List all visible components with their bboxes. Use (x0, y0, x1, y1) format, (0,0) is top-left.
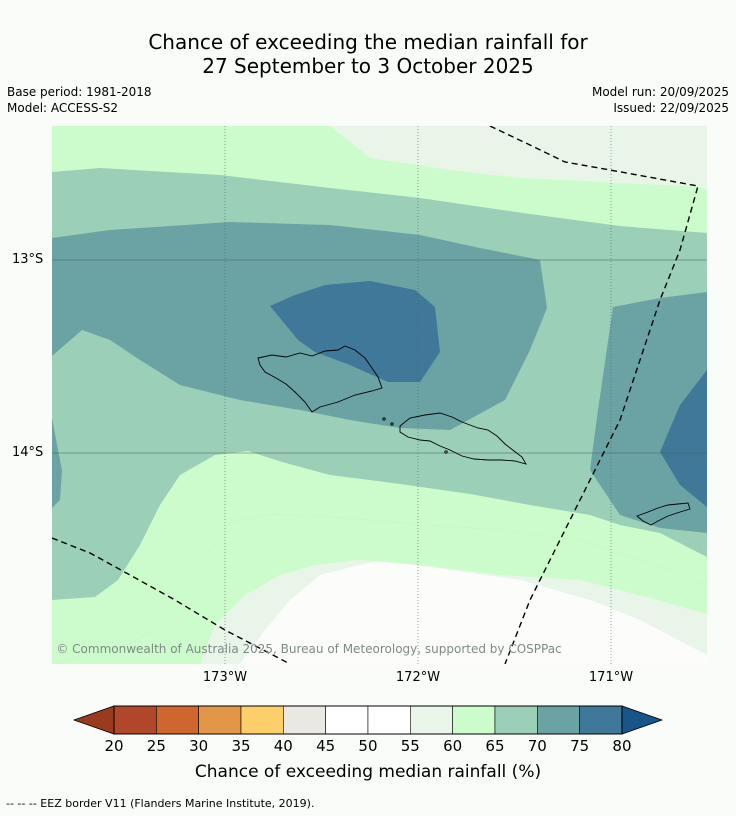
base-period: Base period: 1981-2018 (7, 85, 152, 99)
colorbar-segment (156, 705, 199, 735)
colorbar (72, 705, 664, 735)
savaii-island (257, 345, 383, 413)
title-line-1: Chance of exceeding the median rainfall … (148, 30, 588, 54)
colorbar-segment (240, 705, 284, 735)
eez-border-east (489, 126, 699, 664)
islet (382, 417, 386, 421)
band-60-65-southwest (52, 451, 707, 664)
colorbar-segment (325, 705, 369, 735)
colorbar-tick-label: 50 (358, 737, 378, 755)
colorbar-tick-label: 35 (231, 737, 251, 755)
colorbar-segment (367, 705, 411, 735)
contour-fields (52, 126, 707, 664)
colorbar-tick-label: 80 (612, 737, 632, 755)
eez-border-southwest (52, 537, 291, 664)
colorbar-tick-label: 75 (570, 737, 590, 755)
colorbar-segment (198, 705, 242, 735)
lat-label-13s: 13°S (12, 252, 44, 267)
upolu-island (399, 412, 527, 465)
colorbar-segment (452, 705, 496, 735)
colorbar-segment (579, 705, 623, 735)
colorbar-segment (113, 705, 157, 735)
colorbar-tick-label: 70 (527, 737, 547, 755)
meta-right: Model run: 20/09/2025 Issued: 22/09/2025 (592, 84, 729, 116)
tutuila-island (636, 502, 691, 526)
colorbar-segment (494, 705, 538, 735)
colorbar-tick-label: 30 (189, 737, 209, 755)
colorbar-frame (113, 705, 623, 735)
islet (444, 450, 448, 454)
lon-label-173w: 173°W (202, 670, 248, 685)
colorbar-under-arrow (72, 705, 115, 735)
colorbar-over-arrow (621, 705, 664, 735)
band-75-80-main (270, 281, 440, 382)
band-75-80-east (660, 370, 707, 507)
colorbar-tick-label: 60 (443, 737, 463, 755)
colorbar-tick-label: 25 (146, 737, 166, 755)
lat-label-14s: 14°S (12, 445, 44, 460)
colorbar-tick-label: 40 (273, 737, 293, 755)
islet (390, 422, 394, 426)
copyright-notice: © Commonwealth of Australia 2025, Bureau… (56, 642, 561, 656)
model-name: Model: ACCESS-S2 (7, 101, 119, 115)
colorbar-tick-label: 20 (104, 737, 124, 755)
colorbar-segment (283, 705, 326, 735)
map-title: Chance of exceeding the median rainfall … (0, 30, 736, 78)
title-line-2: 27 September to 3 October 2025 (202, 54, 534, 78)
land-outlines (257, 345, 691, 526)
band-70-75-west (52, 418, 62, 508)
colorbar-tick-label: 45 (316, 737, 336, 755)
lon-label-172w: 172°W (395, 670, 441, 685)
issued-date: Issued: 22/09/2025 (613, 101, 729, 115)
colorbar-tick-label: 65 (485, 737, 505, 755)
gridlines (52, 126, 707, 664)
meta-left: Base period: 1981-2018 Model: ACCESS-S2 (7, 84, 152, 116)
lon-label-171w: 171°W (588, 670, 634, 685)
colorbar-tick-label: 55 (400, 737, 420, 755)
colorbar-segment (536, 705, 580, 735)
colorbar-segment (410, 705, 453, 735)
eez-border (52, 126, 699, 664)
model-run: Model run: 20/09/2025 (591, 85, 729, 99)
eez-note: -- -- -- EEZ border V11 (Flanders Marine… (6, 797, 315, 810)
colorbar-label: Chance of exceeding median rainfall (%) (194, 762, 542, 782)
